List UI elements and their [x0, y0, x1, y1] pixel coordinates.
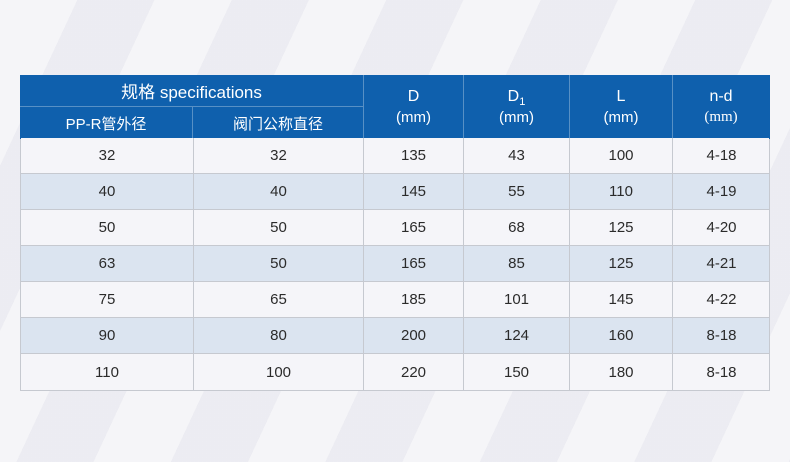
- table-cell: 4-18: [706, 147, 737, 164]
- table-row: 75 65 185 101 145 4-22: [21, 282, 769, 318]
- table-cell: 65: [194, 282, 364, 317]
- table-cell: 43: [464, 138, 570, 173]
- table-cell: 4-22: [706, 291, 737, 308]
- table-cell: 40: [194, 174, 364, 209]
- table-cell: 50: [194, 210, 364, 245]
- col-l-unit: (mm): [603, 108, 639, 126]
- table-cell: 63: [21, 246, 194, 281]
- table-cell: 145: [364, 174, 464, 209]
- table-cell: 40: [21, 174, 194, 209]
- table-cell: 68: [464, 210, 570, 245]
- table-cell: 4-19: [706, 183, 737, 200]
- table-cell: 110: [21, 354, 194, 390]
- table-cell: 101: [464, 282, 570, 317]
- table-cell: 100: [570, 138, 673, 173]
- table-cell: 165: [364, 246, 464, 281]
- header-col-d1: D1 (mm): [463, 75, 569, 139]
- header-col-d: D (mm): [363, 75, 463, 139]
- table-row: 63 50 165 85 125 4-21: [21, 246, 769, 282]
- header-spec-group: 规格 specifications: [20, 75, 363, 107]
- col-d-symbol: D: [407, 87, 420, 105]
- header-col-nd: n-d (mm): [672, 75, 769, 139]
- table-cell: 124: [464, 318, 570, 353]
- col-d-unit: (mm): [396, 108, 431, 126]
- table-cell: 90: [21, 318, 194, 353]
- specifications-table: 规格 specifications PP-R管外径 阀门公称直径 D (mm) …: [20, 75, 770, 391]
- table-cell: 100: [194, 354, 364, 390]
- col-nd-unit: (mm): [704, 108, 738, 125]
- header-valve-nominal-diameter: 阀门公称直径: [232, 115, 323, 133]
- table-cell: 4-20: [706, 219, 737, 236]
- table-cell: 110: [570, 174, 673, 209]
- table-cell: 135: [364, 138, 464, 173]
- table-cell: 220: [364, 354, 464, 390]
- table-cell: 200: [364, 318, 464, 353]
- table-cell: 125: [570, 246, 673, 281]
- col-d1-subscript: 1: [519, 96, 526, 109]
- table-cell: 32: [194, 138, 364, 173]
- col-d1-symbol: D1: [507, 87, 526, 109]
- table-cell: 4-21: [706, 255, 737, 272]
- table-cell: 75: [21, 282, 194, 317]
- col-l-symbol: L: [616, 87, 626, 105]
- table-cell: 50: [21, 210, 194, 245]
- table-row: 50 50 165 68 125 4-20: [21, 210, 769, 246]
- table-row: 32 32 135 43 100 4-18: [21, 138, 769, 174]
- col-d1-unit: (mm): [499, 108, 534, 126]
- table-cell: 8-18: [706, 327, 737, 344]
- table-cell: 8-18: [706, 363, 737, 381]
- table-row: 110 100 220 150 180 8-18: [21, 354, 769, 390]
- table-cell: 32: [21, 138, 194, 173]
- table-row: 40 40 145 55 110 4-19: [21, 174, 769, 210]
- table-cell: 180: [570, 354, 673, 390]
- header-pipe-outer-diameter: PP-R管外径: [20, 107, 193, 139]
- table-cell: 55: [464, 174, 570, 209]
- table-cell: 125: [570, 210, 673, 245]
- table-cell: 185: [364, 282, 464, 317]
- table-cell: 165: [364, 210, 464, 245]
- col-nd-symbol: n-d: [709, 87, 733, 105]
- table-cell: 145: [570, 282, 673, 317]
- table-cell: 85: [464, 246, 570, 281]
- header-col-l: L (mm): [569, 75, 672, 139]
- table-cell: 80: [194, 318, 364, 353]
- table-header: 规格 specifications PP-R管外径 阀门公称直径 D (mm) …: [20, 75, 770, 139]
- table-row: 90 80 200 124 160 8-18: [21, 318, 769, 354]
- table-cell: 150: [464, 354, 570, 390]
- table-body: 32 32 135 43 100 4-18 40 40 145 55 110 4-19 50 50 165 6…: [21, 138, 769, 390]
- table-cell: 50: [194, 246, 364, 281]
- table-cell: 160: [570, 318, 673, 353]
